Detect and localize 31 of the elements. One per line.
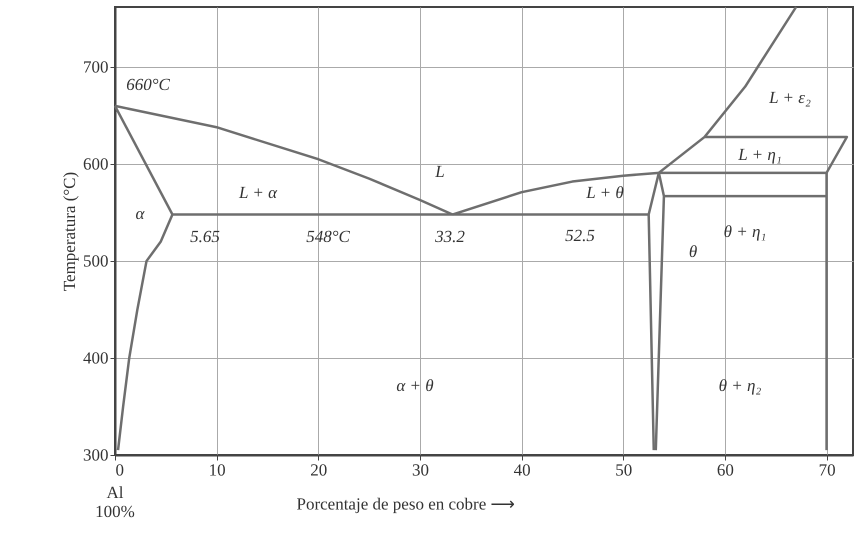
annotation: 33.2 <box>434 227 466 246</box>
annotation: 5.65 <box>190 227 220 246</box>
x-tick-label: 30 <box>412 460 429 480</box>
y-axis-title: Temperatura (°C) <box>60 172 79 292</box>
y-tick-label: 300 <box>83 446 108 464</box>
annotation: 52.5 <box>565 226 595 245</box>
x-tick-label: 60 <box>716 460 734 480</box>
annotation: L + ε₂ <box>768 88 811 107</box>
text: Al 100% <box>95 483 135 521</box>
annotation: θ + η₂ <box>718 376 762 395</box>
x-tick-label: 50 <box>615 460 632 480</box>
annotation: 548°C <box>306 227 350 246</box>
annotation: L <box>434 162 445 181</box>
x-tick-label: 40 <box>514 460 531 480</box>
x-tick-label: 0 <box>116 460 124 480</box>
annotation: θ <box>688 242 698 261</box>
x-tick-label: 20 <box>310 460 328 480</box>
y-tick-label: 500 <box>83 252 108 271</box>
x-tick-label: 70 <box>818 460 836 480</box>
x-tick-label: 10 <box>208 460 226 480</box>
annotation: L + θ <box>585 183 624 202</box>
annotation: α <box>136 204 146 223</box>
annotation: 660°C <box>126 75 170 94</box>
y-tick-label: 600 <box>83 154 108 174</box>
annotation: L + α <box>238 183 278 202</box>
x-axis-title: Porcentaje de peso en cobre ⟶ <box>296 494 514 514</box>
annotation: θ + η₁ <box>724 222 766 241</box>
y-tick-label: 700 <box>83 58 108 77</box>
annotation: L + η₁ <box>737 145 782 164</box>
y-tick-label: 400 <box>83 348 108 368</box>
annotation: α + θ <box>396 376 434 395</box>
